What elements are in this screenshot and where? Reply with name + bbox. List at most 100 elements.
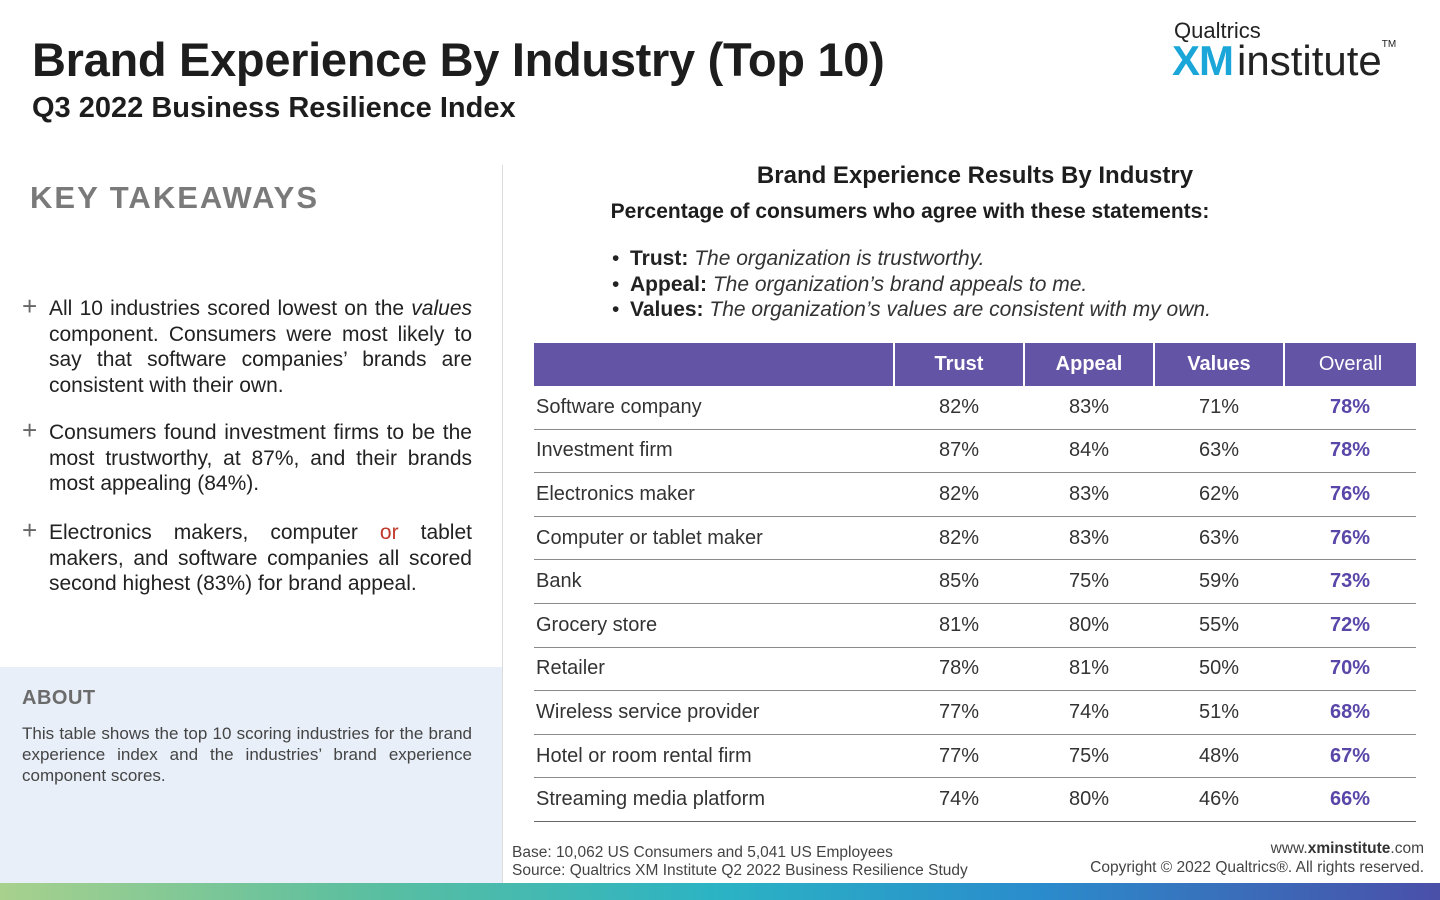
trust-cell: 77% [894,690,1024,735]
appeal-cell: 83% [1024,472,1154,517]
header-overall: Overall [1283,343,1416,386]
takeaway-text: Consumers found investment firms to be t… [49,421,472,495]
statement-text: The organization is trustworthy. [694,247,985,270]
about-heading: ABOUT [22,687,96,709]
trust-cell: 77% [894,734,1024,779]
takeaway-text: All 10 industries scored lowest on the v… [49,296,472,398]
logo-tm-mark: TM [1381,39,1397,50]
table-row: Electronics maker 82% 83% 62% 76% [534,472,1416,517]
logo-wordmark: XMinstituteTM [1172,40,1396,82]
industry-cell: Grocery store [534,603,894,648]
appeal-cell: 80% [1024,777,1154,822]
table-row: Grocery store 81% 80% 55% 72% [534,603,1416,648]
results-table: Trust Appeal Values Overall Software com… [534,343,1416,822]
values-cell: 50% [1154,647,1284,692]
qualtrics-xm-institute-logo: Qualtrics XMinstituteTM [1168,18,1418,88]
footer-copyright: www.xminstitute.com Copyright © 2022 Qua… [1090,840,1424,877]
takeaway-text-part: Electronics makers, computer [49,521,380,544]
overall-cell: 78% [1284,429,1416,474]
table-row: Bank 85% 75% 59% 73% [534,559,1416,604]
values-cell: 62% [1154,472,1284,517]
takeaway-text: Electronics makers, computer or tablet m… [49,520,472,597]
overall-cell: 67% [1284,734,1416,779]
logo-institute-text: institute [1237,37,1382,84]
values-cell: 46% [1154,777,1284,822]
website-link[interactable]: www.xminstitute.com [1090,840,1424,859]
header-industry [534,343,894,386]
takeaway-text-part: tablet makers, and software companies al… [49,521,472,595]
takeaway-highlight: or [379,521,399,544]
url-part: www. [1270,840,1308,857]
values-cell: 59% [1154,559,1284,604]
statement-label: Trust: [630,247,689,270]
table-row: Retailer 78% 81% 50% 70% [534,647,1416,692]
statement-item: • Appeal: The organization’s brand appeal… [612,272,1211,298]
bullet-icon: • [612,272,620,296]
header-appeal: Appeal [1023,343,1154,386]
about-panel: ABOUT This table shows the top 10 scorin… [0,667,502,883]
page-subtitle: Q3 2022 Business Resilience Index [32,92,516,124]
appeal-cell: 84% [1024,429,1154,474]
gradient-footer-bar [0,883,1440,900]
takeaway-item: + All 10 industries scored lowest on the… [22,291,472,398]
overall-cell: 70% [1284,647,1416,692]
appeal-cell: 75% [1024,559,1154,604]
statement-item: • Values: The organization’s values are c… [612,297,1211,323]
trust-cell: 74% [894,777,1024,822]
values-cell: 48% [1154,734,1284,779]
column-divider [502,165,503,885]
statement-list: • Trust: The organization is trustworthy.… [612,246,1211,323]
key-takeaways-heading: KEY TAKEAWAYS [30,180,320,215]
statement-text: The organization’s values are consistent… [709,298,1211,321]
industry-cell: Software company [534,386,894,430]
industry-cell: Computer or tablet maker [534,516,894,561]
takeaway-text-part: All 10 industries scored lowest on the [49,297,412,320]
plus-icon: + [22,415,38,445]
values-cell: 63% [1154,429,1284,474]
header-trust: Trust [893,343,1024,386]
industry-cell: Electronics maker [534,472,894,517]
takeaway-text-part: component. Consumers were most likely to… [49,322,472,397]
appeal-cell: 80% [1024,603,1154,648]
trust-cell: 87% [894,429,1024,474]
overall-cell: 76% [1284,472,1416,517]
overall-cell: 72% [1284,603,1416,648]
url-part-bold: xminstitute [1307,840,1391,857]
trust-cell: 82% [894,472,1024,517]
page-title: Brand Experience By Industry (Top 10) [32,33,885,86]
industry-cell: Bank [534,559,894,604]
takeaway-item: + Electronics makers, computer or tablet… [22,515,472,597]
table-row: Hotel or room rental firm 77% 75% 48% 67% [534,734,1416,779]
url-part: .com [1390,840,1424,857]
table-row: Investment firm 87% 84% 63% 78% [534,429,1416,474]
trust-cell: 78% [894,647,1024,692]
statement-item: • Trust: The organization is trustworthy. [612,246,1211,272]
appeal-cell: 83% [1024,386,1154,430]
plus-icon: + [22,291,38,321]
logo-xm-text: XM [1172,37,1234,84]
industry-cell: Hotel or room rental firm [534,734,894,779]
takeaway-item: + Consumers found investment firms to be… [22,415,472,497]
table-row: Computer or tablet maker 82% 83% 63% 76% [534,516,1416,561]
industry-cell: Investment firm [534,429,894,474]
trust-cell: 82% [894,386,1024,430]
copyright-text: Copyright © 2022 Qualtrics®. All rights … [1090,858,1424,876]
overall-cell: 73% [1284,559,1416,604]
table-row: Streaming media platform 74% 80% 46% 66% [534,777,1416,822]
table-subtitle: Percentage of consumers who agree with t… [610,200,1210,223]
values-cell: 51% [1154,690,1284,735]
values-cell: 71% [1154,386,1284,430]
table-body: Software company 82% 83% 71% 78% Investment f… [534,386,1416,822]
bullet-icon: • [612,298,620,321]
table-row: Wireless service provider 77% 74% 51% 68% [534,690,1416,735]
overall-cell: 76% [1284,516,1416,561]
values-cell: 55% [1154,603,1284,648]
about-text: This table shows the top 10 scoring indu… [22,724,472,785]
base-note: Base: 10,062 US Consumers and 5,041 US E… [512,844,893,861]
overall-cell: 66% [1284,777,1416,822]
appeal-cell: 74% [1024,690,1154,735]
plus-icon: + [22,515,38,545]
appeal-cell: 75% [1024,734,1154,779]
footer-base: Base: 10,062 US Consumers and 5,041 US E… [512,844,968,880]
table-title: Brand Experience Results By Industry [756,162,1194,189]
